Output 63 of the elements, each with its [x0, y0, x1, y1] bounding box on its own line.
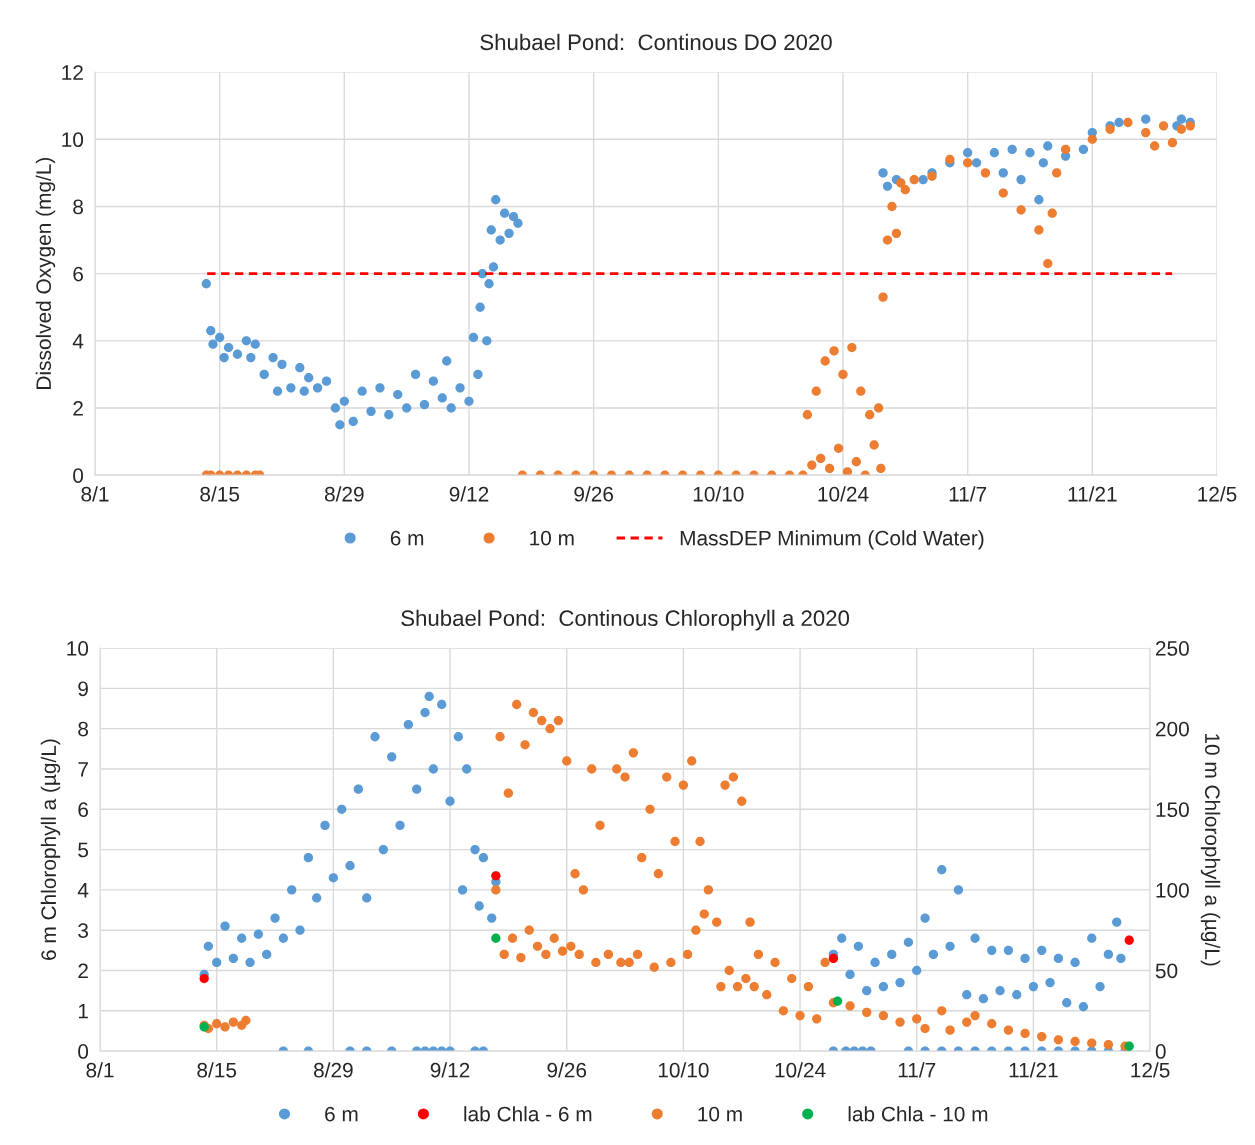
x-tick-label: 8/29	[324, 486, 364, 502]
x-tick-label: 9/26	[547, 1062, 587, 1078]
legend-label: lab Chla - 6 m	[464, 1106, 592, 1122]
x-tick-label: 10/24	[775, 1062, 826, 1078]
y-tick-label: 4	[72, 334, 84, 349]
chart-title: Shubael Pond: Continous DO 2020	[480, 33, 832, 51]
y-axis-title: 6 m Chlorophyll a (µg/L)	[40, 739, 61, 960]
legend-label: 10 m	[698, 1106, 742, 1122]
y-tick-label: 10	[67, 641, 89, 656]
y-tick-label: 8	[78, 721, 89, 737]
legend-label: 6 m	[325, 1106, 358, 1122]
x-tick-label: 11/7	[898, 1062, 936, 1078]
y-axis-title: Dissolved Oxygen (mg/L)	[35, 158, 56, 389]
legend-label: MassDEP Minimum (Cold Water)	[680, 530, 984, 550]
y-tick-label: 12	[62, 65, 83, 80]
x-tick-label: 12/5	[1131, 1062, 1170, 1078]
y2-tick-label: 100	[1156, 882, 1189, 898]
x-tick-label: 9/26	[574, 486, 614, 502]
point	[1124, 935, 1134, 945]
point	[491, 933, 501, 943]
y-tick-label: 10	[62, 132, 84, 148]
chart-title: Shubael Pond: Continous Chlorophyll a 2020	[401, 609, 850, 631]
x-tick-label: 12/5	[1198, 486, 1237, 502]
y-tick-label: 6	[78, 802, 88, 818]
y2-tick-label: 50	[1155, 963, 1178, 979]
y-tick-label: 4	[77, 883, 89, 898]
x-tick-label: 8/1	[86, 1062, 114, 1078]
y-tick-label: 2	[73, 401, 83, 416]
point	[1124, 1041, 1134, 1051]
x-tick-label: 8/29	[314, 1062, 353, 1078]
x-tick-label: 8/15	[197, 1062, 237, 1078]
x-tick-label: 9/12	[430, 1062, 470, 1078]
point	[828, 953, 839, 964]
y-tick-label: 0	[73, 468, 84, 483]
x-tick-label: 11/7	[949, 486, 987, 502]
legend-label: lab Chla - 10 m	[848, 1106, 988, 1122]
y-tick-label: 8	[73, 199, 83, 215]
point	[832, 996, 843, 1006]
point	[491, 871, 501, 881]
y-tick-label: 0	[78, 1044, 89, 1059]
point	[199, 973, 209, 984]
y-tick-label: 6	[73, 266, 83, 282]
y2-tick-label: 250	[1155, 641, 1189, 656]
y-tick-label: 2	[78, 963, 88, 979]
y-tick-label: 7	[78, 762, 88, 777]
y-tick-label: 5	[78, 842, 89, 858]
y2-tick-label: 200	[1155, 721, 1189, 737]
x-tick-label: 8/15	[200, 486, 240, 502]
x-tick-label: 10/10	[658, 1062, 709, 1078]
legend-label: 6 m	[390, 530, 424, 546]
x-tick-label: 8/1	[81, 486, 109, 502]
y2-axis-title: 10 m Chlorophyll a (µg/L)	[1200, 734, 1221, 966]
y-tick-label: 1	[78, 1004, 88, 1019]
x-tick-label: 10/10	[693, 486, 744, 502]
y2-tick-label: 150	[1156, 802, 1189, 818]
y2-tick-label: 0	[1155, 1044, 1166, 1059]
y-tick-label: 3	[78, 923, 88, 938]
x-tick-label: 11/21	[1009, 1062, 1058, 1078]
legend-label: 10 m	[530, 530, 574, 546]
x-tick-label: 10/24	[818, 486, 869, 502]
x-tick-label: 11/21	[1068, 486, 1117, 502]
y-tick-label: 9	[78, 681, 88, 697]
x-tick-label: 9/12	[449, 486, 489, 502]
